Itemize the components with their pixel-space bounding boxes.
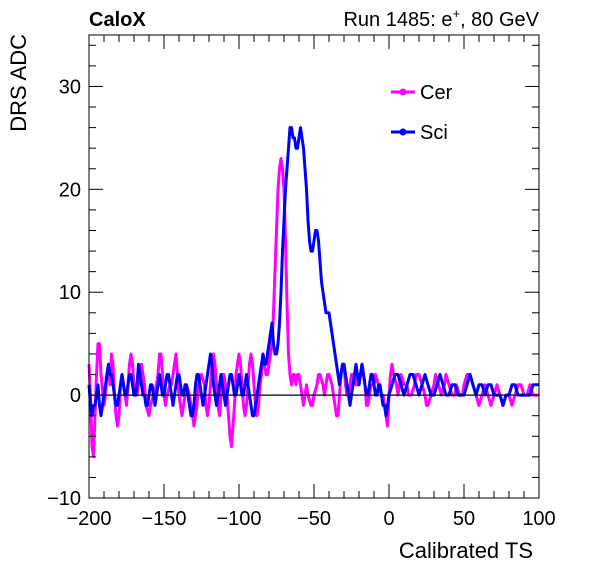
x-tick-label: −100 bbox=[216, 508, 261, 530]
legend-marker-sci bbox=[399, 128, 407, 136]
y-tick-label: 30 bbox=[59, 76, 81, 98]
header-charge-superscript: + bbox=[452, 6, 460, 21]
series-line-sci bbox=[87, 126, 539, 418]
x-tick-label: −50 bbox=[297, 508, 331, 530]
x-tick-label: 50 bbox=[453, 508, 475, 530]
series-layer bbox=[87, 126, 539, 459]
x-tick-label: 100 bbox=[522, 508, 555, 530]
y-axis-title: DRS ADC bbox=[6, 34, 31, 132]
legend: Cer Sci bbox=[391, 82, 453, 144]
header-left-label: CaloX bbox=[89, 9, 146, 31]
legend-label-sci: Sci bbox=[420, 122, 448, 144]
y-tick-label: 20 bbox=[59, 179, 81, 201]
series-line-cer bbox=[87, 157, 539, 459]
header-run-text: Run 1485: e bbox=[343, 9, 452, 31]
legend-marker-cer bbox=[399, 88, 407, 96]
header-right-label: Run 1485: e+, 80 GeV bbox=[343, 6, 539, 31]
y-tick-label: 10 bbox=[59, 282, 81, 304]
x-axis-title: Calibrated TS bbox=[399, 538, 533, 563]
header-energy-text: , 80 GeV bbox=[460, 9, 540, 31]
y-tick-label: −10 bbox=[47, 488, 81, 510]
x-tick-label: −200 bbox=[66, 508, 111, 530]
x-tick-label: 0 bbox=[383, 508, 394, 530]
y-tick-label: 0 bbox=[70, 385, 81, 407]
x-tick-label: −150 bbox=[141, 508, 186, 530]
legend-label-cer: Cer bbox=[420, 82, 453, 104]
